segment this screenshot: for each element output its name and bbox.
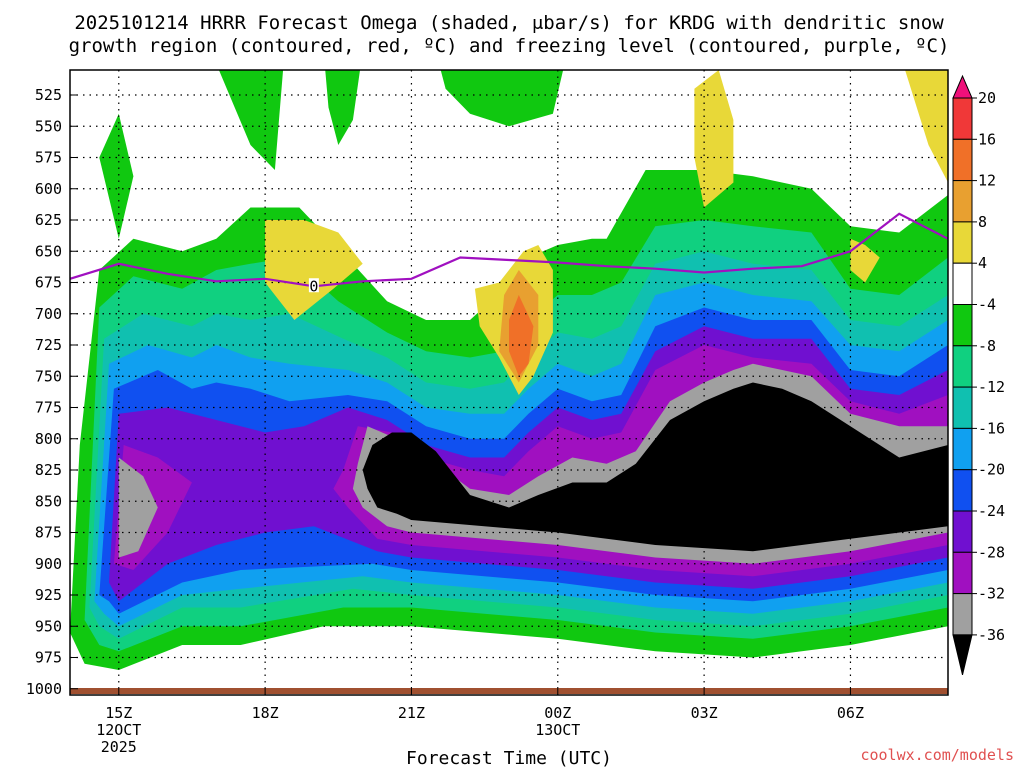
x-tick-label: 00Z	[544, 704, 571, 722]
colorbar-label: -28	[978, 543, 1005, 561]
y-tick-label: 800	[35, 430, 62, 448]
title-line-2: growth region (contoured, red, ºC) and f…	[69, 35, 950, 57]
freezing-level-contour: 0	[70, 212, 948, 295]
x-axis-label: Forecast Time (UTC)	[406, 748, 612, 768]
y-tick-label: 750	[35, 367, 62, 385]
colorbar-swatch-4	[952, 221, 973, 264]
colorbar-swatch-12	[952, 551, 973, 595]
colorbar-label: 20	[978, 89, 996, 107]
colorbar-label: -4	[978, 296, 996, 314]
y-tick-label: 925	[35, 586, 62, 604]
omega-region-11-0	[509, 295, 534, 377]
colorbar-label: -20	[978, 461, 1005, 479]
x-tick-label: 13OCT	[535, 721, 580, 739]
omega-region-9-2	[694, 70, 734, 208]
credit-link[interactable]: coolwx.com/models	[860, 746, 1014, 764]
title-line-1: 2025101214 HRRR Forecast Omega (shaded, …	[74, 12, 944, 34]
colorbar-swatch-5	[952, 262, 973, 306]
x-tick-label: 03Z	[691, 704, 718, 722]
colorbar-label: 4	[978, 254, 987, 272]
colorbar-swatch-11	[952, 510, 973, 553]
omega-region-9-3	[850, 238, 880, 283]
omega-region-0-2	[218, 70, 284, 170]
freezing-level-line	[70, 212, 948, 288]
y-tick-label: 525	[35, 86, 62, 104]
omega-region-8-0	[362, 382, 948, 552]
colorbar-swatch-10	[952, 469, 973, 512]
y-tick-label: 700	[35, 305, 62, 323]
chart-title: 2025101214 HRRR Forecast Omega (shaded, …	[69, 12, 950, 57]
ground-strip	[70, 688, 948, 694]
omega-region-9-0	[265, 220, 363, 320]
colorbar-label: -12	[978, 378, 1005, 396]
colorbar-label: -8	[978, 337, 996, 355]
colorbar-swatch-7	[952, 345, 973, 388]
y-tick-label: 900	[35, 555, 62, 573]
omega-shading	[70, 70, 948, 670]
x-tick-label: 21Z	[398, 704, 425, 722]
plot-frame	[69, 69, 949, 696]
y-tick-label: 1000	[26, 680, 62, 698]
y-tick-label: 650	[35, 242, 62, 260]
colorbar-label: -36	[978, 626, 1005, 644]
colorbar-bottom-arrow	[952, 634, 973, 676]
y-tick-label: 575	[35, 149, 62, 167]
colorbar-label: -24	[978, 502, 1005, 520]
colorbar-swatch-9	[952, 427, 973, 471]
y-tick-label: 550	[35, 117, 62, 135]
freezing-level-label: 0	[309, 277, 318, 295]
x-tick-label: 06Z	[837, 704, 864, 722]
grid-lines	[70, 70, 948, 695]
colorbar-label: 8	[978, 213, 987, 231]
y-tick-label: 850	[35, 492, 62, 510]
x-tick-label: 15Z	[105, 704, 132, 722]
y-tick-label: 950	[35, 617, 62, 635]
x-tick-label: 2025	[101, 738, 137, 756]
freezing-level-label-bg	[308, 278, 319, 293]
y-tick-label: 625	[35, 211, 62, 229]
colorbar-swatch-3	[952, 180, 973, 223]
y-tick-label: 825	[35, 461, 62, 479]
x-tick-label: 18Z	[252, 704, 279, 722]
y-axis: 525 550 575 600 625 650 675 700 725 750 775 800 825 8…	[26, 86, 78, 698]
colorbar-swatch-13	[952, 593, 973, 636]
y-tick-label: 675	[35, 274, 62, 292]
x-tick-label: 12OCT	[96, 721, 141, 739]
y-tick-label: 600	[35, 180, 62, 198]
y-tick-label: 775	[35, 399, 62, 417]
colorbar-swatch-2	[952, 138, 973, 182]
y-tick-label: 975	[35, 649, 62, 667]
y-tick-label: 875	[35, 524, 62, 542]
colorbar-top-arrow	[952, 74, 973, 99]
colorbar-label: 12	[978, 172, 996, 190]
omega-region-0-1	[99, 113, 134, 239]
omega-region-9-4	[905, 70, 948, 183]
colorbar-label: -32	[978, 585, 1005, 603]
colorbar-swatch-1	[952, 97, 973, 140]
y-tick-label: 725	[35, 336, 62, 354]
colorbar-swatch-8	[952, 386, 973, 429]
colorbar-label: -16	[978, 419, 1005, 437]
colorbar-label: 16	[978, 130, 996, 148]
omega-region-0-4	[440, 70, 564, 127]
colorbar: 20 16 12 8 4 -4 -8 -12 -16 -20 -24 -28 -32 -36	[952, 74, 1005, 676]
colorbar-swatch-6	[952, 304, 973, 347]
omega-region-0-3	[325, 70, 361, 145]
